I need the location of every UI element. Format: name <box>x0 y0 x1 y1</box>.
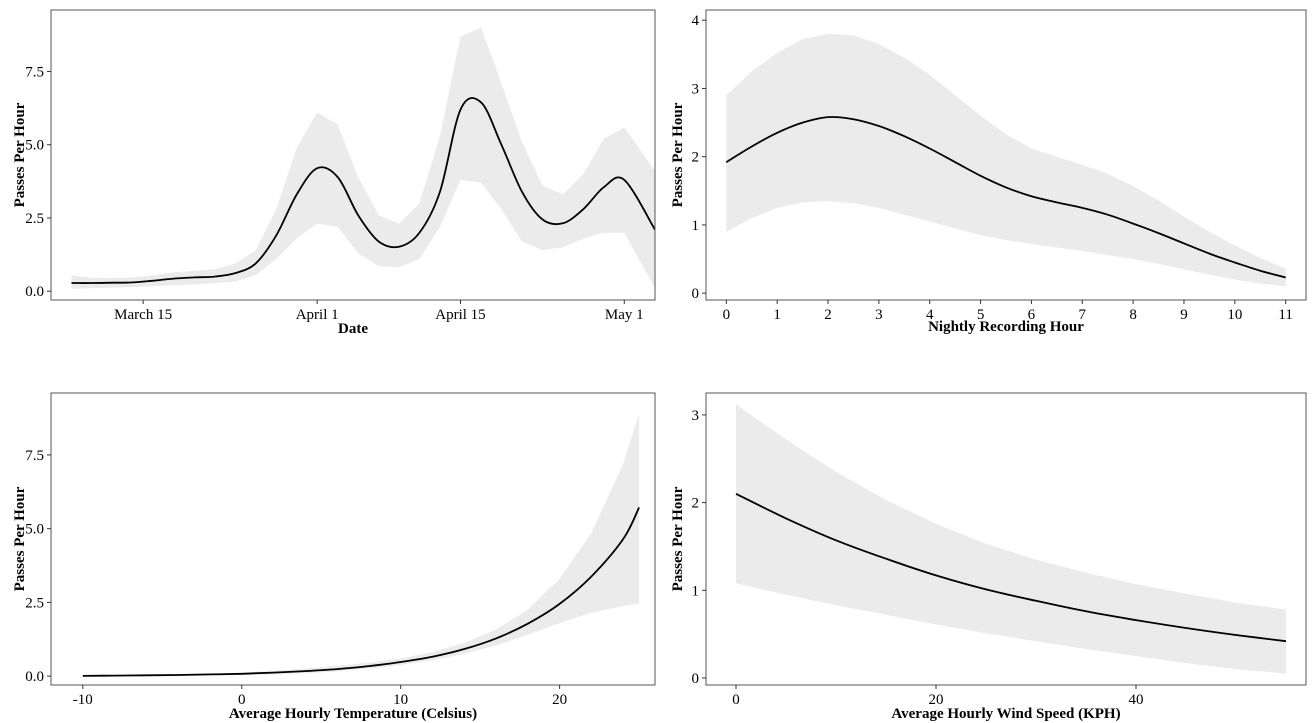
x-tick-label: -10 <box>73 692 93 708</box>
x-tick-label: 0 <box>238 692 246 708</box>
x-tick-label: 3 <box>875 307 883 323</box>
x-tick-label: 40 <box>1129 692 1144 708</box>
panel-1: March 15 April 1 April 15 May 1 0.0 2.5 5.0 7.5… <box>12 9 656 337</box>
y-tick-label: 0 <box>692 286 700 302</box>
x-tick-label: May 1 <box>605 307 644 323</box>
x-axis-title: Date <box>338 321 368 337</box>
y-tick-label: 3 <box>692 81 700 97</box>
x-tick-label: 8 <box>1129 307 1137 323</box>
x-axis-title: Average Hourly Temperature (Celsius) <box>229 706 477 722</box>
x-tick-label: 0 <box>732 692 740 708</box>
panel-border <box>50 392 656 686</box>
y-tick-label: 0.0 <box>25 284 44 300</box>
fitted-curve <box>71 97 655 284</box>
panel-4: 0 20 40 0 1 2 3 Average Hourly Wind Speed (KPH)… <box>670 392 1307 722</box>
y-tick-label: 2.5 <box>25 211 44 227</box>
panel-border <box>705 9 1307 301</box>
fitted-curve <box>82 507 640 677</box>
y-axis-title: Passes Per Hour <box>670 486 686 591</box>
x-tick-label: 1 <box>773 307 781 323</box>
x-tick-label: 10 <box>393 692 408 708</box>
confidence-band <box>726 33 1286 287</box>
y-tick-label: 5.0 <box>25 522 44 538</box>
x-tick-label: 11 <box>1278 307 1292 323</box>
y-tick-label: 2 <box>692 150 700 166</box>
x-tick-label: 20 <box>929 692 944 708</box>
y-axis-title: Passes Per Hour <box>12 102 28 207</box>
x-tick-label: 4 <box>926 307 934 323</box>
y-axis-title: Passes Per Hour <box>670 102 686 207</box>
x-tick-label: 6 <box>1028 307 1036 323</box>
x-tick-label: 7 <box>1079 307 1087 323</box>
x-axis-title: Nightly Recording Hour <box>928 319 1084 335</box>
x-tick-label: April 1 <box>296 307 339 323</box>
x-tick-label: 0 <box>723 307 731 323</box>
confidence-band <box>82 413 640 677</box>
confidence-band <box>71 27 655 289</box>
x-tick-label: 5 <box>977 307 985 323</box>
y-tick-label: 2.5 <box>25 595 44 611</box>
x-tick-label: March 15 <box>114 307 172 323</box>
panel-border <box>705 392 1307 686</box>
y-tick-label: 2 <box>692 496 700 512</box>
y-tick-label: 1 <box>692 583 700 599</box>
y-tick-label: 0.0 <box>25 669 44 685</box>
x-tick-label: 20 <box>552 692 567 708</box>
y-axis-title: Passes Per Hour <box>12 486 28 591</box>
x-axis-title: Average Hourly Wind Speed (KPH) <box>891 706 1120 722</box>
x-tick-label: April 15 <box>435 307 485 323</box>
fitted-curve <box>725 116 1286 279</box>
confidence-band <box>736 404 1286 674</box>
y-tick-label: 1 <box>692 218 700 234</box>
y-tick-label: 7.5 <box>25 448 44 464</box>
x-tick-label: 9 <box>1180 307 1188 323</box>
y-tick-label: 5.0 <box>25 138 44 154</box>
x-tick-label: 10 <box>1227 307 1242 323</box>
panel-border <box>50 9 656 301</box>
y-tick-label: 7.5 <box>25 65 44 81</box>
y-tick-label: 0 <box>692 671 700 687</box>
fitted-curve <box>735 492 1287 643</box>
y-tick-label: 4 <box>692 13 700 29</box>
y-tick-label: 3 <box>692 408 700 424</box>
panel-3: -10 0 10 20 0.0 2.5 5.0 7.5 Average Hourly Tempe… <box>12 392 656 722</box>
x-tick-label: 2 <box>824 307 832 323</box>
